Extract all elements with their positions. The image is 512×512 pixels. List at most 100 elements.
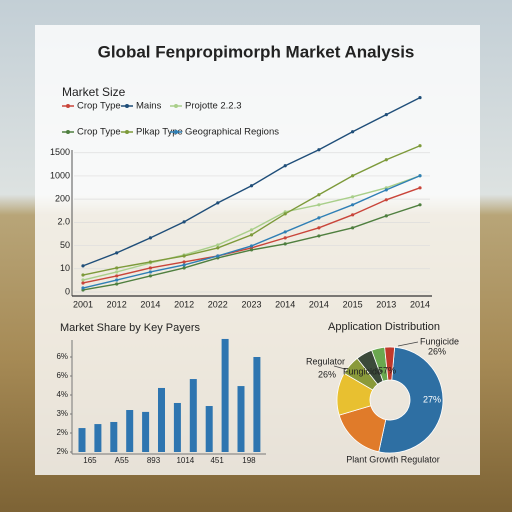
point bbox=[182, 260, 186, 264]
annotation: Regulator bbox=[306, 356, 345, 366]
legend-label: Geographical Regions bbox=[185, 127, 279, 138]
point bbox=[351, 130, 355, 134]
x-tick-label: 2001 bbox=[73, 299, 93, 309]
x-tick-label: 2022 bbox=[208, 299, 228, 309]
point bbox=[418, 96, 422, 100]
point bbox=[283, 230, 287, 234]
point bbox=[384, 198, 388, 202]
point bbox=[283, 212, 287, 216]
legend-marker bbox=[174, 104, 178, 108]
point bbox=[148, 270, 152, 274]
point bbox=[216, 254, 220, 258]
legend-marker bbox=[66, 104, 70, 108]
point bbox=[351, 203, 355, 207]
point bbox=[317, 148, 321, 152]
pie-slice bbox=[378, 346, 444, 454]
point bbox=[81, 286, 85, 290]
bar bbox=[173, 402, 181, 452]
y-tick-label: 6% bbox=[56, 371, 68, 380]
point bbox=[283, 236, 287, 240]
point bbox=[351, 226, 355, 230]
annotation: Plant Growth Regulator bbox=[346, 454, 440, 464]
annotation: Fungicide bbox=[420, 336, 459, 346]
y-tick-label: 2.0 bbox=[57, 217, 70, 227]
x-tick-label: 2015 bbox=[343, 299, 363, 309]
x-tick-label: 2012 bbox=[174, 299, 194, 309]
annotation: 27% bbox=[423, 394, 441, 404]
point bbox=[115, 266, 119, 270]
point bbox=[182, 266, 186, 270]
point bbox=[418, 144, 422, 148]
point bbox=[81, 281, 85, 285]
bar bbox=[221, 338, 229, 452]
x-tick-label: 2014 bbox=[309, 299, 329, 309]
point bbox=[182, 254, 186, 258]
point bbox=[418, 186, 422, 190]
point bbox=[249, 244, 254, 248]
x-tick-label: 2013 bbox=[376, 299, 396, 309]
point bbox=[317, 234, 321, 238]
point bbox=[216, 201, 220, 205]
point bbox=[148, 266, 152, 270]
y-tick-label: 6% bbox=[56, 352, 68, 361]
annotation: Fungicide bbox=[343, 366, 382, 376]
y-tick-label: 4% bbox=[56, 390, 68, 399]
y-tick-label: 1500 bbox=[50, 147, 70, 157]
point bbox=[249, 184, 254, 188]
point bbox=[418, 203, 422, 207]
point bbox=[182, 220, 186, 224]
y-tick-label: 50 bbox=[60, 240, 70, 250]
point bbox=[249, 228, 254, 232]
bar bbox=[94, 424, 102, 452]
legend-label: Crop Type bbox=[77, 101, 121, 112]
bar bbox=[158, 387, 165, 452]
x-tick-label: 2012 bbox=[107, 299, 127, 309]
chart-title: Market Share by Key Payers bbox=[60, 322, 201, 334]
legend-label: Crop Type bbox=[77, 127, 121, 138]
y-tick-label: 0 bbox=[65, 286, 70, 296]
point bbox=[216, 243, 220, 247]
point bbox=[148, 260, 152, 264]
x-tick-label: 1014 bbox=[176, 456, 194, 465]
bar bbox=[110, 421, 118, 452]
chart-title: Market Size bbox=[62, 85, 126, 99]
bar bbox=[253, 357, 261, 452]
x-tick-label: 451 bbox=[210, 456, 224, 465]
point bbox=[115, 251, 119, 255]
legend-label: Projotte 2.2.3 bbox=[185, 101, 242, 112]
point bbox=[351, 195, 355, 199]
point bbox=[317, 203, 321, 207]
legend-label: Mains bbox=[136, 101, 162, 112]
annotation: 26% bbox=[428, 346, 446, 356]
point bbox=[317, 226, 321, 230]
bar bbox=[237, 386, 245, 452]
x-tick-label: 2014 bbox=[140, 299, 160, 309]
legend-marker bbox=[125, 104, 129, 108]
x-tick-label: 2014 bbox=[410, 299, 430, 309]
bar bbox=[126, 410, 134, 452]
point bbox=[283, 242, 287, 246]
point bbox=[115, 278, 119, 282]
point bbox=[283, 164, 287, 168]
pie-slice bbox=[384, 346, 396, 381]
annotation: 57% bbox=[378, 365, 396, 375]
point bbox=[81, 278, 85, 282]
legend-marker bbox=[174, 130, 178, 134]
y-tick-label: 2% bbox=[56, 428, 68, 437]
bar bbox=[189, 379, 197, 452]
bar bbox=[205, 406, 213, 452]
y-tick-label: 3% bbox=[56, 409, 68, 418]
point bbox=[115, 274, 119, 278]
y-tick-label: 2% bbox=[56, 447, 68, 456]
legend-marker bbox=[66, 130, 70, 134]
point bbox=[81, 273, 85, 277]
point bbox=[216, 246, 220, 250]
x-tick-label: 893 bbox=[147, 456, 161, 465]
annotation: 26% bbox=[318, 369, 336, 379]
point bbox=[81, 264, 85, 268]
legend-marker bbox=[125, 130, 129, 134]
x-tick-label: 198 bbox=[242, 456, 256, 465]
point bbox=[148, 236, 152, 240]
point bbox=[182, 263, 186, 267]
